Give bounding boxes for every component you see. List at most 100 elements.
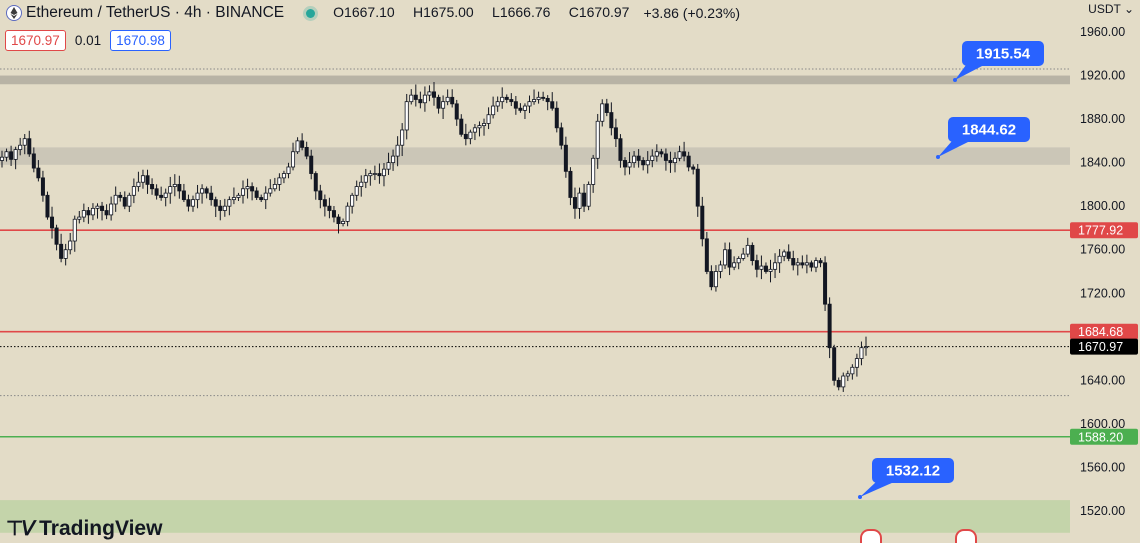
candle-body	[327, 205, 332, 211]
candle-body	[427, 91, 432, 96]
candle-body	[454, 103, 459, 120]
candle-body	[381, 168, 386, 177]
chevron-down-icon: ⌄	[1120, 2, 1134, 16]
quote-panel: 1670.97 0.01 1670.98	[0, 29, 171, 51]
candle-body	[559, 127, 564, 146]
candle-body	[518, 107, 523, 111]
candle-body	[413, 94, 418, 100]
candle-body	[131, 186, 136, 196]
candle-body	[827, 303, 832, 349]
candle-body	[222, 205, 227, 211]
currency-selector[interactable]: USDT ⌄	[1088, 2, 1134, 16]
price-tag	[1070, 323, 1138, 340]
high-value: 1675.00	[423, 4, 474, 20]
price-tag-label: 1777.92	[1078, 224, 1123, 238]
candle-body	[236, 194, 241, 198]
candle-body	[541, 96, 546, 99]
candle-body	[177, 184, 182, 192]
candle-body	[395, 144, 400, 157]
candle-body	[118, 194, 123, 198]
candle-body	[572, 197, 577, 209]
candle-body	[50, 216, 55, 229]
candle-body	[227, 199, 232, 207]
market-status-icon	[306, 8, 316, 18]
candle-body	[695, 168, 700, 207]
candle-body	[372, 173, 377, 175]
candle-body	[750, 244, 755, 262]
candle-body	[723, 249, 728, 266]
candle-body	[613, 127, 618, 140]
axis-tick-label: 1600.00	[1080, 417, 1125, 431]
candle-body	[72, 218, 77, 242]
candle-body	[122, 197, 127, 207]
candle-body	[277, 177, 282, 185]
candle-body	[136, 181, 141, 187]
candle-body	[400, 129, 405, 146]
candle-body	[18, 144, 23, 150]
callout-box	[948, 117, 1030, 142]
candle-body	[832, 347, 837, 381]
candle-body	[786, 251, 791, 259]
close-label: C	[568, 4, 579, 20]
candle-body	[95, 205, 100, 209]
price-change: +3.86 (+0.23%)	[643, 5, 740, 21]
candle-body	[650, 155, 655, 161]
candle-body	[368, 173, 373, 177]
sell-button[interactable]: 1670.97	[5, 29, 66, 51]
axis-tick-label: 1560.00	[1080, 460, 1125, 474]
candle-body	[768, 268, 773, 272]
candle-body	[545, 98, 550, 103]
candle-body	[463, 133, 468, 140]
candle-body	[27, 138, 32, 155]
candle-body	[445, 96, 450, 103]
candle-body	[318, 190, 323, 201]
candle-body	[563, 144, 568, 172]
candle-body	[263, 192, 268, 201]
axis-tick-label: 1960.00	[1080, 25, 1125, 39]
axis-tick-label: 1760.00	[1080, 243, 1125, 257]
symbol-title[interactable]: Ethereum / TetherUS · 4h · BINANCE	[26, 4, 285, 21]
open-value: 1667.10	[344, 4, 395, 20]
candle-body	[618, 138, 623, 161]
candle-body	[268, 188, 273, 194]
economic-event-flag-icon[interactable]	[860, 529, 882, 543]
zone-band	[0, 147, 1070, 165]
callout-anchor	[858, 495, 862, 499]
candle-body	[677, 151, 682, 159]
candle-body	[418, 99, 423, 104]
candle-body	[81, 210, 86, 218]
candle-body	[322, 199, 327, 207]
candle-body	[336, 216, 341, 224]
candle-body	[36, 167, 41, 179]
candle-body	[100, 205, 105, 211]
candle-body	[436, 96, 441, 109]
economic-event-flag-icon[interactable]	[955, 529, 977, 543]
candle-body	[441, 101, 446, 109]
buy-button[interactable]: 1670.98	[110, 29, 171, 51]
candle-body	[673, 157, 678, 164]
candle-body	[850, 366, 855, 375]
tradingview-logo: ⊤𝘝 TradingView	[6, 516, 162, 541]
candle-body	[773, 262, 778, 270]
candle-body	[291, 151, 296, 168]
candle-body	[859, 347, 864, 359]
callout-pointer	[955, 65, 984, 80]
candle-body	[591, 157, 596, 185]
candle-body	[864, 346, 869, 349]
candle-body	[359, 181, 364, 187]
candle-body	[245, 186, 250, 190]
candle-body	[472, 127, 477, 133]
candle-body	[195, 192, 200, 201]
price-tag	[1070, 338, 1138, 355]
candle-body	[745, 244, 750, 255]
candle-body	[386, 162, 391, 170]
axis-tick-label: 1920.00	[1080, 69, 1125, 83]
candle-body	[522, 105, 527, 111]
candle-body	[309, 155, 314, 174]
candle-body	[627, 162, 632, 168]
candle-body	[654, 151, 659, 157]
candle-body	[77, 216, 82, 220]
candle-body	[754, 260, 759, 270]
candle-body	[40, 177, 45, 196]
